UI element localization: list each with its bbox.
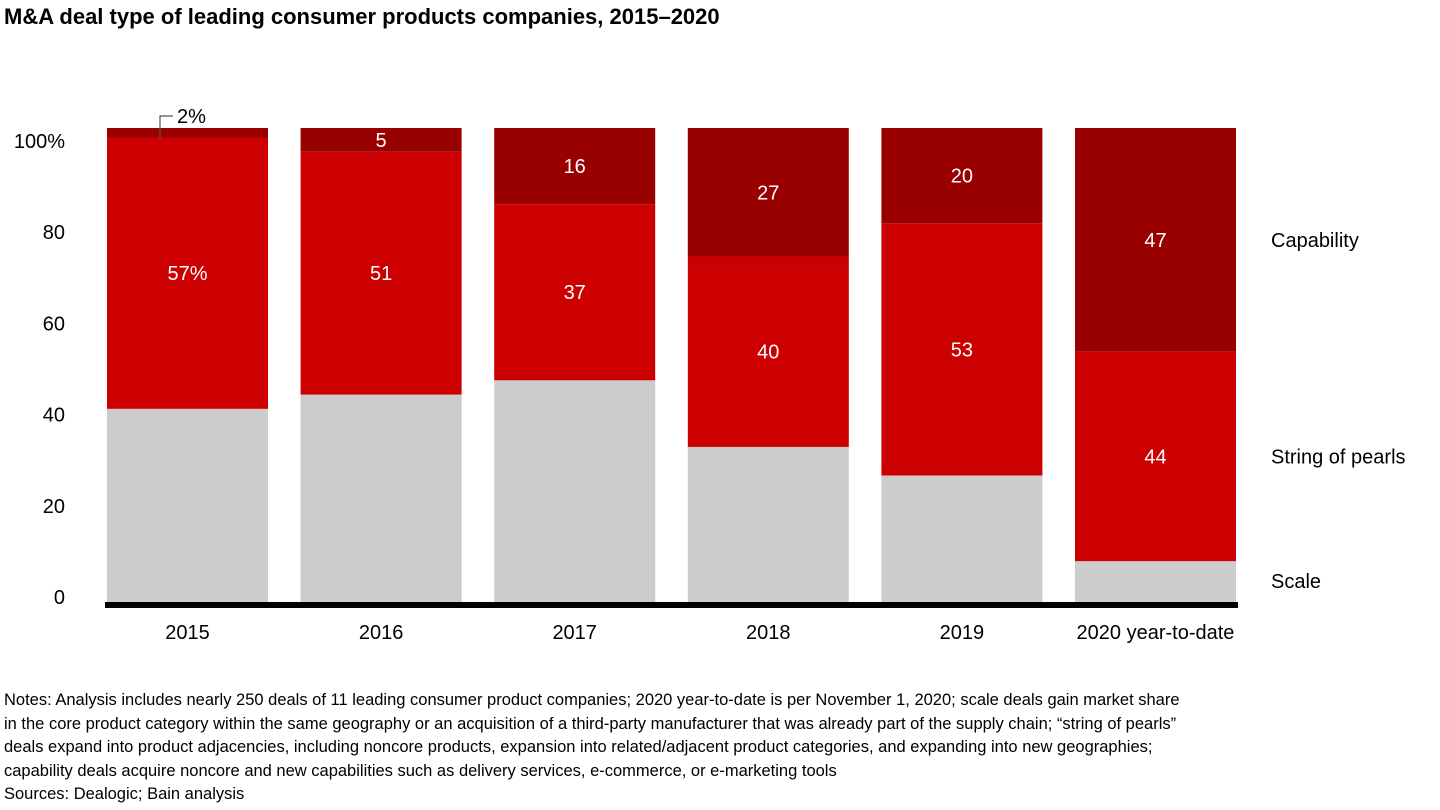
notes-line: deals expand into product adjacencies, i… xyxy=(4,738,1153,756)
y-tick-label: 40 xyxy=(43,405,65,427)
bar-segment-scale xyxy=(1075,561,1236,604)
legend-label: Capability xyxy=(1271,230,1359,252)
notes-line: Notes: Analysis includes nearly 250 deal… xyxy=(4,691,1180,709)
y-tick-label: 20 xyxy=(43,496,65,518)
stacked-bar-chart: 0 20 40 60 80 100% 57% 2% 2015 51 5 2016 37 16 2017 40 2… xyxy=(14,106,1406,644)
x-axis-baseline xyxy=(105,602,1238,608)
y-tick-label: 80 xyxy=(43,222,65,244)
label-leader-line xyxy=(159,115,173,138)
bar-segment-string-of-pearls xyxy=(107,137,268,409)
x-tick-label: 2018 xyxy=(746,622,791,644)
bar-segment-string-of-pearls xyxy=(300,151,462,395)
data-label: 44 xyxy=(1144,446,1166,468)
x-tick-label: 2019 xyxy=(940,622,985,644)
data-label: 53 xyxy=(951,339,973,361)
legend-label: Scale xyxy=(1271,571,1321,593)
bar-segment-capability xyxy=(881,128,1043,224)
bar-segment-string-of-pearls xyxy=(494,204,656,381)
x-tick-label: 2015 xyxy=(165,622,210,644)
bar-segment-capability xyxy=(107,128,268,138)
data-label: 20 xyxy=(951,166,973,188)
data-label: 57% xyxy=(167,263,207,285)
data-label: 37 xyxy=(564,282,586,304)
bar-segment-string-of-pearls xyxy=(687,256,849,447)
chart-title: M&A deal type of leading consumer produc… xyxy=(4,4,720,29)
bar-segment-scale xyxy=(687,446,849,604)
y-tick-label: 0 xyxy=(54,587,65,609)
data-label: 40 xyxy=(757,342,779,364)
bar-segment-capability xyxy=(300,128,462,152)
x-tick-label: 2020 year-to-date xyxy=(1077,622,1235,644)
y-tick-label: 60 xyxy=(43,313,65,335)
notes-line: capability deals acquire noncore and new… xyxy=(4,761,837,780)
data-label: 51 xyxy=(370,263,392,285)
bar-segment-capability xyxy=(687,128,849,257)
data-label: 27 xyxy=(757,182,779,204)
data-label: 16 xyxy=(564,156,586,178)
bar-segment-scale xyxy=(881,475,1043,604)
bar-segment-scale xyxy=(107,408,268,604)
y-tick-label: 100% xyxy=(14,131,65,153)
bar-segment-string-of-pearls xyxy=(1075,351,1236,562)
data-label: 2% xyxy=(177,106,206,128)
data-label: 47 xyxy=(1144,230,1166,252)
x-tick-label: 2017 xyxy=(552,622,597,644)
notes: Notes: Analysis includes nearly 250 deal… xyxy=(4,689,1440,807)
x-tick-label: 2016 xyxy=(359,622,404,644)
bar-segment-scale xyxy=(494,380,656,604)
bar-segment-scale xyxy=(300,394,462,604)
sources: Sources: Dealogic; Bain analysis xyxy=(4,785,245,803)
bar-segment-string-of-pearls xyxy=(881,223,1043,476)
data-label: 5 xyxy=(376,130,387,152)
bar-segment-capability xyxy=(1075,128,1236,352)
legend-label: String of pearls xyxy=(1271,446,1406,468)
bar-segment-capability xyxy=(494,128,656,205)
notes-line: in the core product category within the … xyxy=(4,714,1177,733)
